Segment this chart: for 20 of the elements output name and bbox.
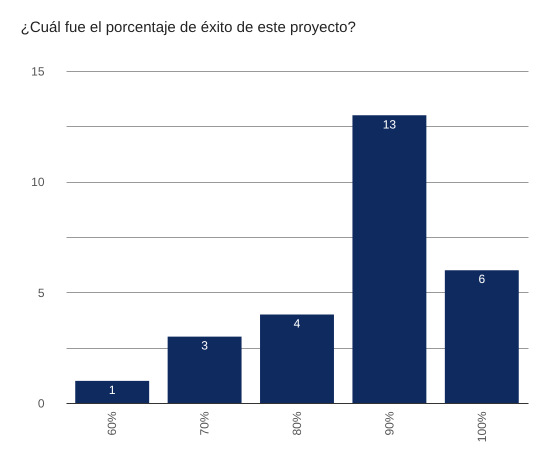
- data-label: 3: [201, 338, 208, 353]
- data-label: 6: [478, 272, 486, 286]
- data-label: 4: [294, 316, 301, 330]
- bar: [444, 270, 519, 403]
- y-tick-label: 15: [31, 64, 45, 78]
- x-tick-label: 100%: [474, 411, 489, 442]
- y-tick-label: 0: [38, 396, 45, 410]
- x-tick-label: 60%: [105, 411, 120, 436]
- bar: [168, 336, 242, 403]
- bar: [352, 115, 426, 403]
- data-label: 13: [382, 117, 396, 132]
- x-tick-label: 70%: [198, 411, 212, 436]
- x-tick-label: 80%: [290, 411, 304, 436]
- chart-title: ¿Cuál fue el porcentaje de éxito de este proyecto?: [20, 19, 356, 36]
- bar: [260, 314, 334, 403]
- y-tick-label: 5: [38, 286, 45, 300]
- bar: [75, 380, 150, 403]
- y-tick-label: 10: [31, 175, 45, 190]
- data-label: 1: [108, 382, 116, 397]
- x-tick-label: 90%: [382, 411, 396, 436]
